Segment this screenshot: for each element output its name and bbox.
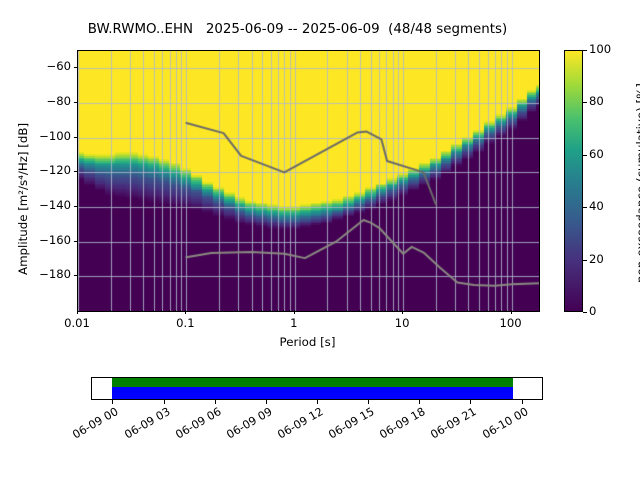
x-minor-tick xyxy=(110,310,111,313)
colorbar-tick-label: 60 xyxy=(589,146,604,161)
y-tick xyxy=(73,241,77,242)
x-minor-tick xyxy=(500,310,501,313)
x-minor-tick xyxy=(289,310,290,313)
x-minor-tick xyxy=(283,310,284,313)
timeline-tick-label: 06-09 09 xyxy=(224,405,275,442)
x-minor-tick xyxy=(180,310,181,313)
timeline-tick xyxy=(419,400,420,404)
timeline-tick xyxy=(266,400,267,404)
colorbar-tick xyxy=(583,312,587,313)
x-minor-tick xyxy=(251,310,252,313)
x-minor-tick xyxy=(370,310,371,313)
y-tick xyxy=(73,67,77,68)
timeline-tick-label: 06-09 15 xyxy=(326,405,377,442)
y-tick-label: −80 xyxy=(46,94,71,108)
x-minor-tick xyxy=(277,310,278,313)
x-minor-tick xyxy=(385,310,386,313)
data-coverage-green xyxy=(112,378,514,387)
y-tick-label: −100 xyxy=(39,128,71,143)
x-minor-tick xyxy=(467,310,468,313)
x-minor-tick xyxy=(494,310,495,313)
colorbar-tick-label: 40 xyxy=(589,199,604,214)
colorbar-tick xyxy=(583,102,587,103)
colorbar-tick-label: 100 xyxy=(589,42,612,56)
x-minor-tick xyxy=(169,310,170,313)
colorbar-tick xyxy=(583,207,587,208)
timeline-tick-label: 06-09 21 xyxy=(428,405,479,442)
x-minor-tick xyxy=(185,310,186,314)
x-minor-tick xyxy=(346,310,347,313)
y-tick xyxy=(73,171,77,172)
y-tick-label: −60 xyxy=(46,59,71,74)
timeline-tick xyxy=(215,400,216,404)
timeline-tick xyxy=(112,400,113,404)
noise-model-curves xyxy=(78,51,539,311)
x-minor-tick xyxy=(487,310,488,313)
timeline-tick xyxy=(368,400,369,404)
timeline-tick-label: 06-09 06 xyxy=(173,405,224,442)
timeline-tick xyxy=(164,400,165,404)
x-minor-tick xyxy=(435,310,436,313)
timeline-tick xyxy=(522,400,523,404)
x-tick-label: 100 xyxy=(499,316,522,330)
x-minor-tick xyxy=(77,310,78,314)
x-minor-tick xyxy=(142,310,143,313)
y-tick xyxy=(73,102,77,103)
timeline-tick-label: 06-09 03 xyxy=(122,405,173,442)
y-tick xyxy=(73,275,77,276)
y-tick-label: −160 xyxy=(39,232,71,247)
y-tick-label: −140 xyxy=(39,198,71,212)
timeline-tick-label: 06-09 12 xyxy=(275,405,326,442)
x-minor-tick xyxy=(506,310,507,313)
x-tick-label: 10 xyxy=(394,316,410,330)
timeline-tick-label: 06-09 00 xyxy=(70,405,121,442)
x-minor-tick xyxy=(153,310,154,313)
x-minor-tick xyxy=(378,310,379,313)
x-minor-tick xyxy=(478,310,479,313)
data-coverage-timeline[interactable] xyxy=(91,377,543,400)
x-minor-tick xyxy=(402,310,403,314)
colorbar-tick xyxy=(583,50,587,51)
colorbar-tick-label: 80 xyxy=(589,94,604,109)
x-tick-label: 1 xyxy=(290,316,298,330)
timeline-tick xyxy=(470,400,471,404)
colorbar-tick-label: 20 xyxy=(589,251,604,266)
colorbar-label: non-exceedance (cumulative) [%] xyxy=(634,83,640,283)
x-minor-tick xyxy=(237,310,238,313)
ppsd-axes[interactable] xyxy=(77,50,540,312)
timeline-tick-label: 06-10 00 xyxy=(479,405,531,442)
x-minor-tick xyxy=(270,310,271,313)
timeline-tick-label: 06-09 18 xyxy=(377,405,428,442)
y-tick-label: −120 xyxy=(39,163,71,178)
x-minor-tick xyxy=(161,310,162,313)
x-minor-tick xyxy=(129,310,130,313)
x-minor-tick xyxy=(359,310,360,313)
x-minor-tick xyxy=(294,310,295,314)
data-coverage-blue xyxy=(112,387,514,399)
colorbar-tick-label: 0 xyxy=(589,304,597,318)
colorbar-tick xyxy=(583,155,587,156)
x-minor-tick xyxy=(392,310,393,313)
colorbar-tick xyxy=(583,260,587,261)
x-axis-label: Period [s] xyxy=(279,335,336,349)
x-minor-tick xyxy=(326,310,327,313)
timeline-tick xyxy=(317,400,318,404)
y-tick xyxy=(73,206,77,207)
x-minor-tick xyxy=(454,310,455,313)
x-minor-tick xyxy=(261,310,262,313)
x-minor-tick xyxy=(175,310,176,313)
x-minor-tick xyxy=(511,310,512,314)
x-tick-label: 0.01 xyxy=(64,316,90,330)
x-minor-tick xyxy=(218,310,219,313)
y-tick xyxy=(73,137,77,138)
y-tick-label: −180 xyxy=(39,267,71,282)
x-tick-label: 0.1 xyxy=(176,316,195,330)
plot-title: BW.RWMO..EHN 2025-06-09 -- 2025-06-09 (4… xyxy=(87,22,508,37)
y-axis-label: Amplitude [m²/s⁴/Hz] [dB] xyxy=(16,122,30,275)
x-minor-tick xyxy=(397,310,398,313)
colorbar[interactable] xyxy=(564,50,583,312)
